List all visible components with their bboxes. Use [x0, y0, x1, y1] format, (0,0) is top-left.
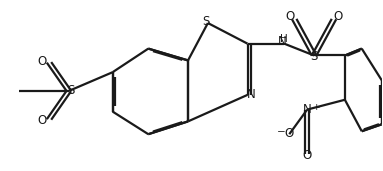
Text: N: N — [247, 88, 256, 101]
Text: S: S — [202, 15, 210, 28]
Text: H: H — [280, 34, 288, 44]
Text: O: O — [38, 55, 47, 68]
Text: N: N — [303, 103, 311, 116]
Text: O: O — [38, 114, 47, 127]
Text: +: + — [312, 103, 319, 112]
Text: O: O — [303, 149, 312, 162]
Text: S: S — [310, 50, 318, 63]
Text: O: O — [285, 127, 294, 140]
Text: O: O — [286, 10, 295, 23]
Text: O: O — [333, 10, 342, 23]
Text: −: − — [277, 127, 286, 137]
Text: N: N — [278, 35, 287, 48]
Text: S: S — [67, 84, 74, 97]
